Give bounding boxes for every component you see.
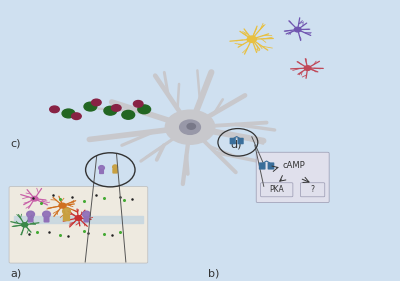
Circle shape [75, 216, 82, 220]
FancyBboxPatch shape [63, 214, 70, 221]
Circle shape [247, 36, 256, 42]
Circle shape [31, 196, 38, 201]
Circle shape [84, 102, 97, 111]
Circle shape [104, 106, 117, 115]
Circle shape [72, 113, 81, 119]
Text: cAMP: cAMP [282, 161, 305, 170]
FancyBboxPatch shape [9, 187, 148, 263]
Ellipse shape [43, 211, 50, 217]
FancyBboxPatch shape [99, 169, 104, 174]
Circle shape [304, 66, 311, 70]
FancyBboxPatch shape [260, 183, 293, 197]
Circle shape [92, 99, 101, 106]
Text: c): c) [11, 138, 21, 148]
FancyBboxPatch shape [84, 217, 89, 223]
Circle shape [62, 109, 75, 118]
Circle shape [180, 120, 200, 134]
Circle shape [187, 123, 196, 129]
FancyBboxPatch shape [300, 183, 325, 197]
Circle shape [138, 105, 150, 114]
Circle shape [165, 110, 215, 144]
FancyBboxPatch shape [44, 217, 50, 223]
FancyBboxPatch shape [230, 138, 236, 144]
Ellipse shape [99, 166, 104, 170]
FancyBboxPatch shape [256, 152, 329, 203]
Text: b): b) [208, 269, 219, 279]
Ellipse shape [82, 211, 90, 217]
FancyBboxPatch shape [259, 162, 266, 169]
Text: a): a) [11, 269, 22, 279]
Text: ?: ? [311, 185, 315, 194]
FancyBboxPatch shape [28, 217, 34, 223]
Ellipse shape [27, 211, 34, 217]
Circle shape [134, 101, 143, 107]
Circle shape [59, 203, 66, 208]
Circle shape [112, 105, 121, 111]
Circle shape [122, 110, 135, 119]
Text: d): d) [230, 140, 241, 149]
Ellipse shape [113, 165, 118, 169]
Text: PKA: PKA [269, 185, 284, 194]
Circle shape [50, 106, 59, 113]
Ellipse shape [63, 208, 70, 215]
Circle shape [294, 27, 301, 32]
FancyBboxPatch shape [268, 162, 274, 169]
FancyBboxPatch shape [238, 138, 244, 144]
Circle shape [22, 223, 28, 227]
FancyBboxPatch shape [112, 169, 118, 174]
